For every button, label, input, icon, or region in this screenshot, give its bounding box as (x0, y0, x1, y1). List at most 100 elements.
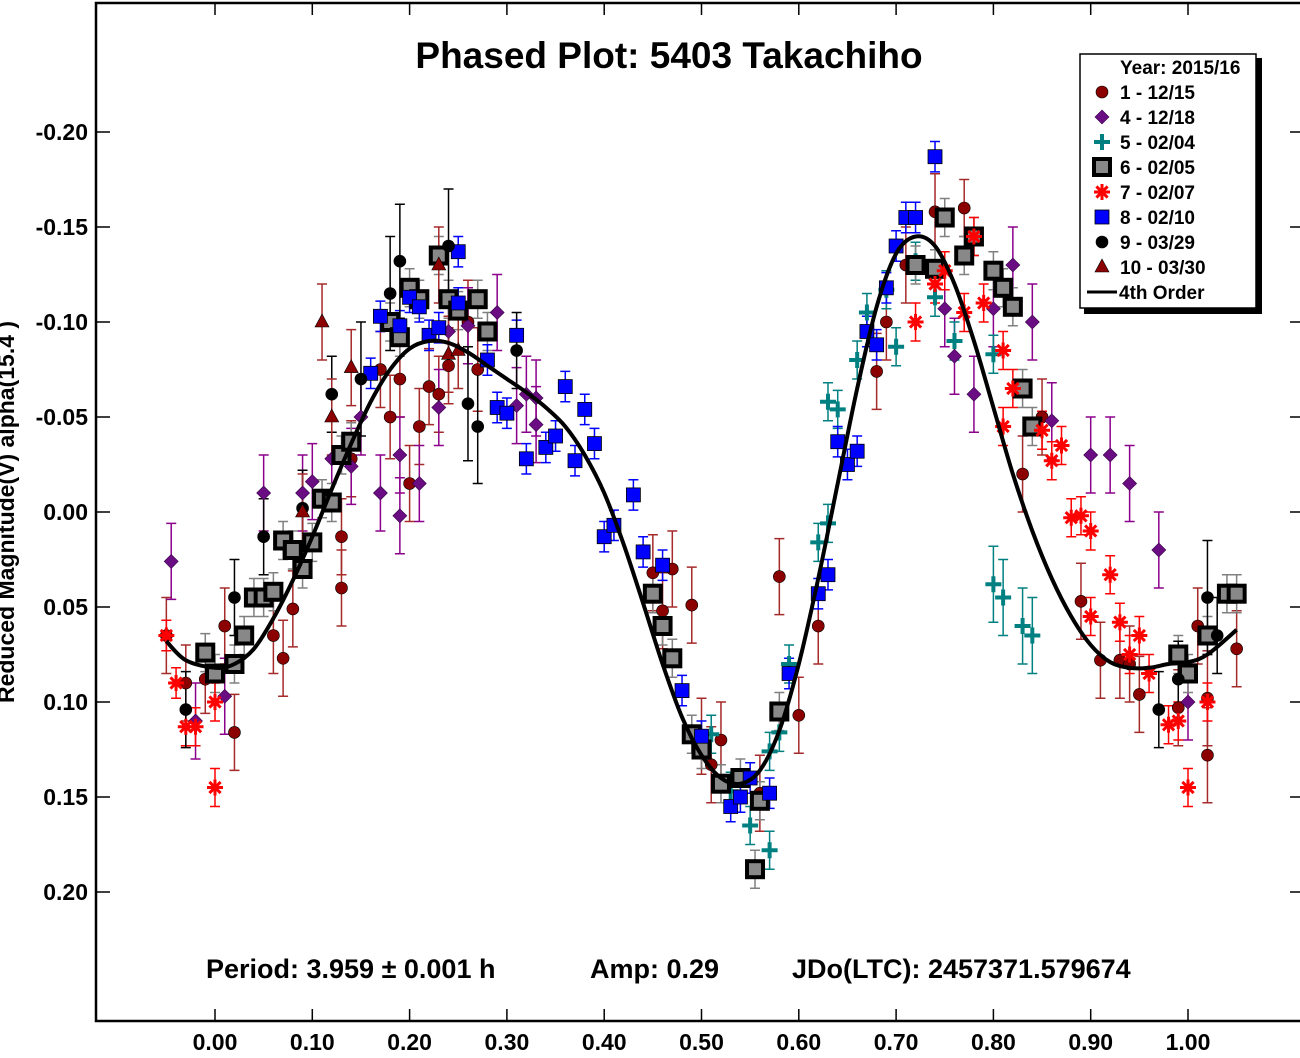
data-point (642, 583, 663, 604)
data-point (489, 305, 505, 320)
data-points (158, 149, 1247, 880)
legend-marker-icon (1094, 184, 1110, 200)
data-point (1024, 627, 1041, 644)
data-point (363, 365, 379, 381)
data-point (324, 408, 340, 423)
data-point (195, 642, 216, 663)
data-point (1230, 642, 1243, 656)
legend-marker-icon (1095, 235, 1109, 249)
data-point (431, 320, 447, 336)
data-point (471, 420, 485, 433)
legend-label: 7 - 02/07 (1120, 183, 1195, 204)
data-point (880, 315, 893, 329)
data-point (1180, 694, 1196, 710)
data-point (343, 358, 359, 373)
data-point (819, 393, 836, 410)
data-point (1014, 618, 1031, 634)
legend-item: 6 - 02/05 (1092, 157, 1195, 179)
legend-item: 10 - 03/30 (1094, 258, 1206, 279)
x-tick-label: 0.30 (485, 1029, 530, 1055)
data-point (635, 544, 651, 560)
data-point (1133, 688, 1146, 701)
data-point (792, 708, 806, 722)
data-point (1102, 447, 1118, 463)
data-point (927, 276, 944, 292)
data-point (1168, 644, 1189, 665)
data-point (810, 534, 827, 551)
data-point (393, 254, 407, 268)
data-point (1002, 296, 1023, 317)
data-point (745, 859, 766, 880)
data-point (267, 629, 280, 642)
y-tick-label: -0.15 (36, 214, 89, 240)
data-point (509, 327, 525, 343)
data-point (163, 553, 179, 569)
data-point (1044, 413, 1060, 429)
data-point (548, 428, 563, 444)
legend-item: 1 - 12/15 (1095, 83, 1195, 104)
amp-annotation: Amp: 0.29 (590, 954, 719, 984)
data-point (587, 436, 602, 452)
legend-item: 7 - 02/07 (1094, 183, 1195, 204)
data-point (1170, 713, 1187, 729)
data-point (773, 570, 786, 583)
y-tick-label: 0.10 (43, 689, 88, 715)
legend-label: 4 - 12/18 (1120, 108, 1195, 129)
legend-title: Year: 2015/16 (1120, 58, 1240, 79)
data-point (674, 683, 690, 698)
data-point (1004, 380, 1021, 397)
data-point (383, 287, 397, 300)
data-point (518, 451, 534, 467)
data-point (905, 255, 926, 275)
data-point (656, 604, 669, 618)
data-point (652, 616, 673, 636)
data-point (335, 581, 348, 595)
data-point (1201, 748, 1214, 762)
data-point (733, 789, 748, 805)
data-point (1131, 627, 1148, 644)
data-point (662, 648, 683, 669)
data-point (325, 387, 339, 401)
data-point (1141, 665, 1158, 682)
data-point (304, 474, 320, 490)
data-point (849, 443, 865, 459)
data-point (207, 779, 223, 796)
x-tick-label: 0.50 (679, 1029, 724, 1055)
y-axis-label: Reduced Magnitude(V) alpha(15.4 ) (0, 321, 19, 703)
data-point (1160, 716, 1177, 733)
data-point (907, 314, 924, 330)
fit-curve-4th-order (164, 234, 1238, 787)
x-tick-label: 0.70 (874, 1029, 919, 1055)
data-point (392, 447, 408, 463)
legend-items: 1 - 12/15 4 - 12/18 5 - 02/04 6 - 02/05 7 - … (1087, 83, 1206, 304)
data-point (431, 400, 447, 415)
data-point (450, 295, 466, 311)
data-point (995, 342, 1012, 359)
legend-marker-icon (1094, 209, 1110, 225)
data-point (966, 386, 982, 402)
data-point (869, 337, 885, 353)
data-point (510, 344, 523, 357)
data-point (714, 733, 728, 747)
data-point (335, 530, 348, 544)
data-point (383, 410, 397, 424)
data-point (1102, 566, 1119, 583)
data-point (1151, 542, 1167, 558)
data-point (567, 453, 583, 469)
data-point (263, 581, 284, 602)
data-point (461, 397, 475, 411)
data-point (1083, 447, 1099, 463)
legend-marker-icon (1094, 258, 1110, 273)
data-point (596, 529, 612, 545)
data-point (187, 718, 204, 735)
data-point (460, 318, 476, 334)
data-point (947, 348, 962, 364)
data-point (276, 651, 290, 665)
data-point (937, 301, 953, 317)
data-point (946, 333, 963, 349)
legend-item: 4th Order (1087, 283, 1205, 304)
data-point (477, 321, 498, 342)
data-point (295, 503, 311, 518)
data-point (1082, 608, 1099, 625)
y-tick-label: 0.20 (43, 879, 88, 905)
